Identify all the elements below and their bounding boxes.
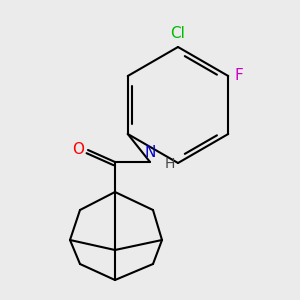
Text: H: H	[165, 157, 175, 171]
Text: F: F	[234, 68, 243, 83]
Text: Cl: Cl	[171, 26, 185, 41]
Text: O: O	[72, 142, 84, 158]
Text: N: N	[144, 145, 156, 160]
